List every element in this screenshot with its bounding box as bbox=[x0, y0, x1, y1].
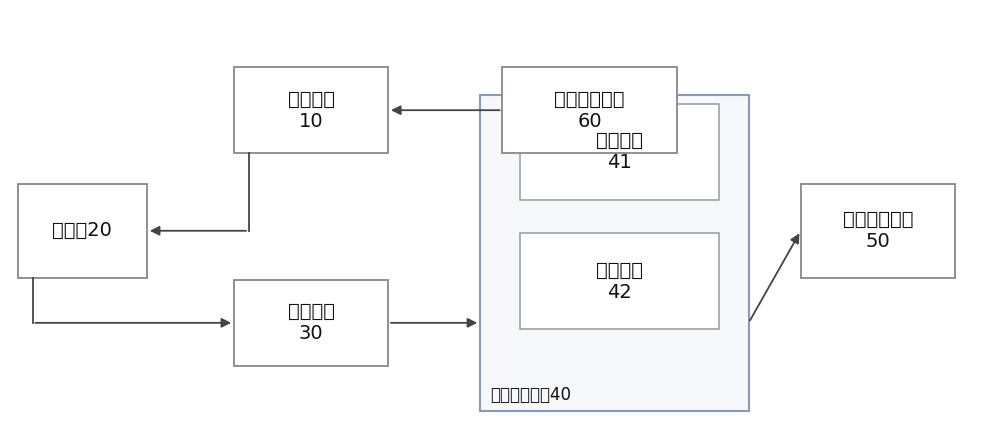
Bar bbox=[234, 280, 388, 365]
Bar bbox=[520, 233, 719, 329]
Bar bbox=[520, 103, 719, 200]
Text: 激光模块
10: 激光模块 10 bbox=[288, 90, 335, 131]
Text: 探测模块
30: 探测模块 30 bbox=[288, 302, 335, 343]
Text: 提取单元
41: 提取单元 41 bbox=[596, 131, 643, 172]
Bar bbox=[502, 67, 677, 153]
Bar bbox=[234, 67, 388, 153]
Text: 波长设置模块
60: 波长设置模块 60 bbox=[554, 90, 625, 131]
Text: 信号处理模块40: 信号处理模块40 bbox=[490, 386, 571, 404]
Text: 用户界面模块
50: 用户界面模块 50 bbox=[843, 210, 913, 251]
Bar bbox=[801, 184, 955, 278]
Text: 计算单元
42: 计算单元 42 bbox=[596, 261, 643, 301]
Text: 光探头20: 光探头20 bbox=[52, 221, 112, 240]
Bar bbox=[480, 95, 749, 411]
Bar bbox=[18, 184, 147, 278]
